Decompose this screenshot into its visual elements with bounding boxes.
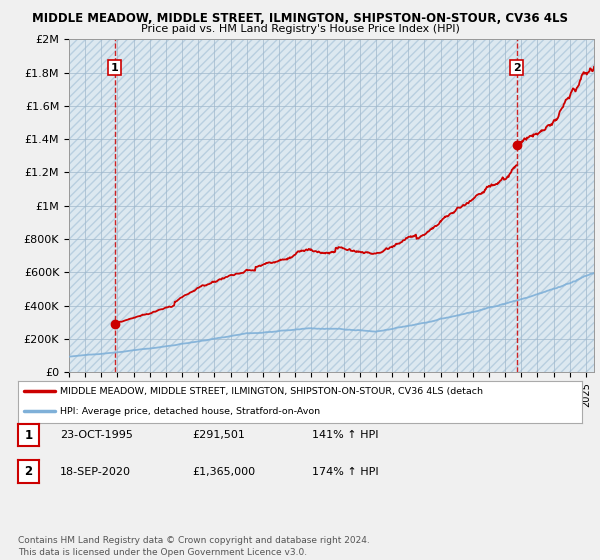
- Text: 2: 2: [25, 465, 32, 478]
- Text: £1,365,000: £1,365,000: [192, 466, 255, 477]
- Text: 174% ↑ HPI: 174% ↑ HPI: [312, 466, 379, 477]
- Text: Price paid vs. HM Land Registry's House Price Index (HPI): Price paid vs. HM Land Registry's House …: [140, 24, 460, 34]
- Text: Contains HM Land Registry data © Crown copyright and database right 2024.
This d: Contains HM Land Registry data © Crown c…: [18, 536, 370, 557]
- Text: 18-SEP-2020: 18-SEP-2020: [60, 466, 131, 477]
- Text: 2: 2: [513, 63, 521, 73]
- Text: MIDDLE MEADOW, MIDDLE STREET, ILMINGTON, SHIPSTON-ON-STOUR, CV36 4LS (detach: MIDDLE MEADOW, MIDDLE STREET, ILMINGTON,…: [60, 387, 484, 396]
- Text: 1: 1: [25, 428, 32, 442]
- Text: £291,501: £291,501: [192, 430, 245, 440]
- Text: MIDDLE MEADOW, MIDDLE STREET, ILMINGTON, SHIPSTON-ON-STOUR, CV36 4LS: MIDDLE MEADOW, MIDDLE STREET, ILMINGTON,…: [32, 12, 568, 25]
- Text: 141% ↑ HPI: 141% ↑ HPI: [312, 430, 379, 440]
- Text: HPI: Average price, detached house, Stratford-on-Avon: HPI: Average price, detached house, Stra…: [60, 407, 320, 416]
- Text: 1: 1: [110, 63, 118, 73]
- Text: 23-OCT-1995: 23-OCT-1995: [60, 430, 133, 440]
